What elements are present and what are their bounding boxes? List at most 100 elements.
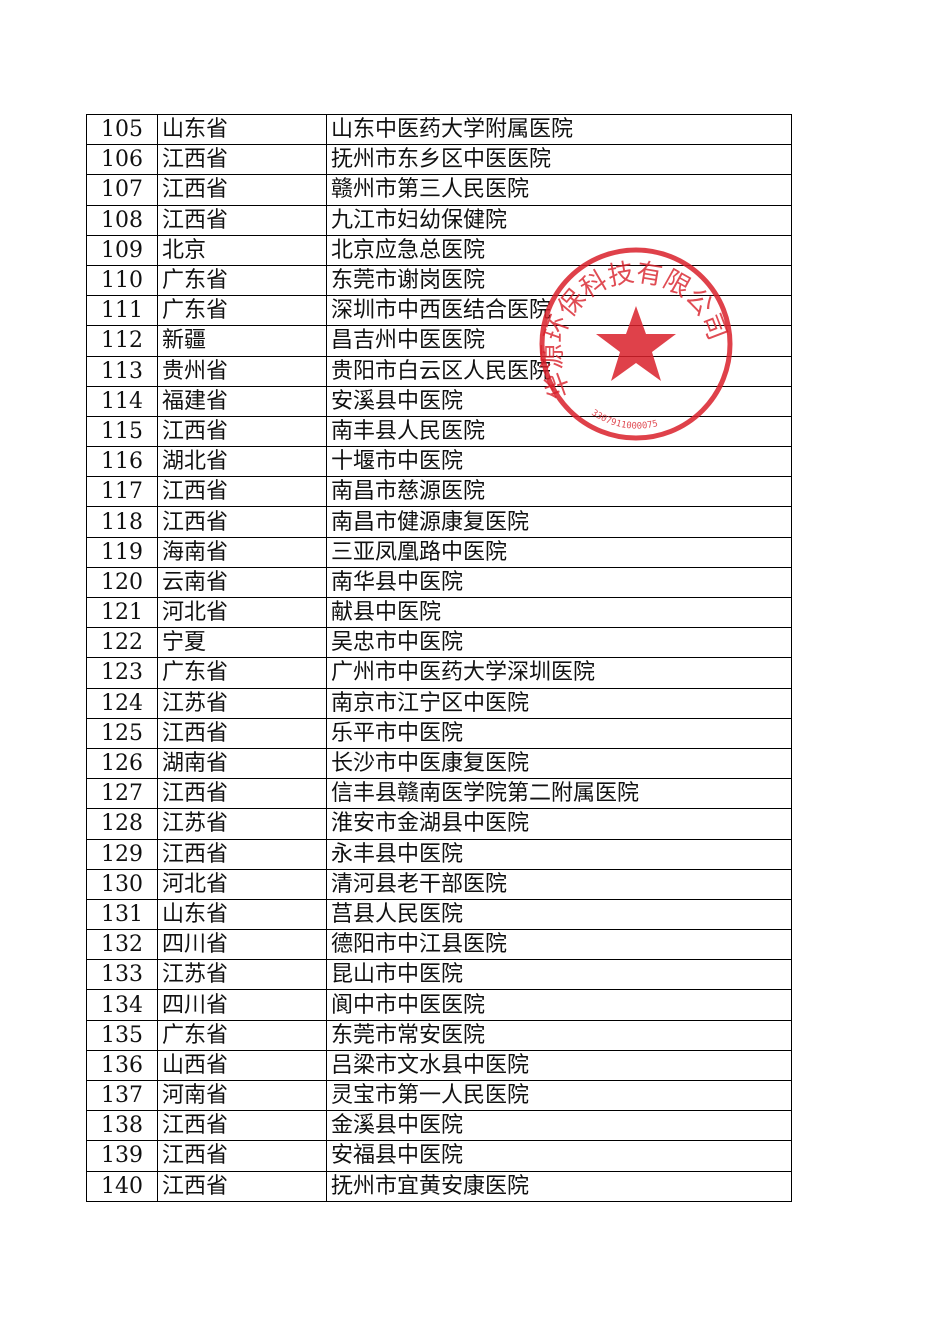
hospital-name-cell: 抚州市东乡区中医医院 [326, 144, 792, 176]
hospital-name-cell: 乐平市中医院 [326, 717, 792, 749]
province-cell: 江西省 [157, 476, 327, 508]
province-cell: 山西省 [157, 1049, 327, 1082]
hospital-name-cell: 十堰市中医院 [326, 446, 792, 478]
row-number: 127 [86, 778, 158, 810]
province-cell: 江西省 [157, 506, 327, 538]
table-row: 139 江西省 安福县中医院 [86, 1140, 792, 1172]
province-cell: 山东省 [157, 898, 327, 931]
province-cell: 河北省 [157, 868, 327, 900]
row-number: 130 [86, 868, 158, 900]
row-number: 106 [86, 144, 158, 176]
table-row: 123 广东省 广州市中医药大学深圳医院 [86, 657, 792, 689]
hospital-name-cell: 莒县人民医院 [326, 898, 792, 931]
table-row: 140 江西省 抚州市宜黄安康医院 [86, 1170, 792, 1202]
row-number: 124 [86, 687, 158, 719]
table-row: 113 贵州省 贵阳市白云区人民医院 [86, 355, 792, 387]
province-cell: 海南省 [157, 536, 327, 568]
table-row: 107 江西省 赣州市第三人民医院 [86, 174, 792, 206]
row-number: 133 [86, 959, 158, 991]
star-icon [596, 306, 676, 381]
table-row: 115 江西省 南丰县人民医院 [86, 415, 792, 448]
table-row: 135 广东省 东莞市常安医院 [86, 1019, 792, 1051]
hospital-name-cell: 三亚凤凰路中医院 [326, 536, 792, 568]
row-number: 122 [86, 627, 158, 659]
row-number: 129 [86, 838, 158, 870]
row-number: 125 [86, 717, 158, 749]
row-number: 132 [86, 929, 158, 961]
table-row: 116 湖北省 十堰市中医院 [86, 446, 792, 478]
province-cell: 江西省 [157, 838, 327, 870]
row-number: 115 [86, 415, 158, 448]
row-number: 128 [86, 808, 158, 840]
row-number: 140 [86, 1170, 158, 1202]
province-cell: 江西省 [157, 1110, 327, 1142]
hospital-table: 105 山东省 山东中医药大学附属医院 106 江西省 抚州市东乡区中医医院 107 江西省赣… [86, 113, 792, 1202]
table-row: 121 河北省 献县中医院 [86, 596, 792, 629]
province-cell: 江西省 [157, 174, 327, 206]
province-cell: 广东省 [157, 657, 327, 689]
hospital-name-cell: 南京市江宁区中医院 [326, 687, 792, 719]
hospital-name-cell: 吴忠市中医院 [326, 627, 792, 659]
hospital-name-cell: 南丰县人民医院 [326, 415, 792, 448]
hospital-name-cell: 昌吉州中医医院 [326, 325, 792, 357]
hospital-name-cell: 南昌市健源康复医院 [326, 506, 792, 538]
table-row: 105 山东省 山东中医药大学附属医院 [86, 113, 792, 146]
row-number: 131 [86, 898, 158, 931]
table-row: 128 江苏省 淮安市金湖县中医院 [86, 808, 792, 840]
row-number: 134 [86, 989, 158, 1021]
table-row: 112 新疆 昌吉州中医医院 [86, 325, 792, 357]
province-cell: 江西省 [157, 778, 327, 810]
table-row: 138 江西省 金溪县中医院 [86, 1110, 792, 1142]
province-cell: 广东省 [157, 264, 327, 297]
table-row: 119 海南省 三亚凤凰路中医院 [86, 536, 792, 568]
hospital-name-cell: 献县中医院 [326, 596, 792, 629]
hospital-name-cell: 信丰县赣南医学院第二附属医院 [326, 778, 792, 810]
table-row: 132 四川省 德阳市中江县医院 [86, 929, 792, 961]
row-number: 137 [86, 1079, 158, 1112]
table-row: 127 江西省 信丰县赣南医学院第二附属医院 [86, 778, 792, 810]
table-row: 125 江西省 乐平市中医院 [86, 717, 792, 749]
table-row: 117 江西省 南昌市慈源医院 [86, 476, 792, 508]
row-number: 138 [86, 1110, 158, 1142]
row-number: 114 [86, 385, 158, 417]
table-row: 108 江西省 九江市妇幼保健院 [86, 204, 792, 236]
row-number: 136 [86, 1049, 158, 1082]
row-number: 108 [86, 204, 158, 236]
table-row: 122 宁夏 吴忠市中医院 [86, 627, 792, 659]
table-row: 124 江苏省 南京市江宁区中医院 [86, 687, 792, 719]
hospital-name-cell: 德阳市中江县医院 [326, 929, 792, 961]
hospital-name-cell: 灵宝市第一人民医院 [326, 1079, 792, 1112]
province-cell: 江西省 [157, 1140, 327, 1172]
table-row: 129 江西省 永丰县中医院 [86, 838, 792, 870]
province-cell: 江苏省 [157, 687, 327, 719]
table-row: 109 北京 北京应急总医院 [86, 234, 792, 266]
province-cell: 江西省 [157, 144, 327, 176]
hospital-name-cell: 赣州市第三人民医院 [326, 174, 792, 206]
province-cell: 宁夏 [157, 627, 327, 659]
row-number: 139 [86, 1140, 158, 1172]
row-number: 107 [86, 174, 158, 206]
province-cell: 四川省 [157, 929, 327, 961]
province-cell: 河南省 [157, 1079, 327, 1112]
row-number: 116 [86, 446, 158, 478]
hospital-name-cell: 长沙市中医康复医院 [326, 747, 792, 780]
hospital-name-cell: 清河县老干部医院 [326, 868, 792, 900]
table-row: 120 云南省 南华县中医院 [86, 566, 792, 599]
province-cell: 云南省 [157, 566, 327, 599]
row-number: 121 [86, 596, 158, 629]
province-cell: 广东省 [157, 1019, 327, 1051]
hospital-name-cell: 金溪县中医院 [326, 1110, 792, 1142]
row-number: 123 [86, 657, 158, 689]
table-row: 111 广东省 深圳市中西医结合医院 [86, 295, 792, 327]
row-number: 135 [86, 1019, 158, 1051]
row-number: 118 [86, 506, 158, 538]
table-row: 106 江西省 抚州市东乡区中医医院 [86, 144, 792, 176]
row-number: 126 [86, 747, 158, 780]
row-number: 117 [86, 476, 158, 508]
province-cell: 广东省 [157, 295, 327, 327]
table-row: 110 广东省 东莞市谢岗医院 [86, 264, 792, 297]
province-cell: 江苏省 [157, 808, 327, 840]
province-cell: 江西省 [157, 204, 327, 236]
table-row: 118 江西省 南昌市健源康复医院 [86, 506, 792, 538]
hospital-name-cell: 南华县中医院 [326, 566, 792, 599]
